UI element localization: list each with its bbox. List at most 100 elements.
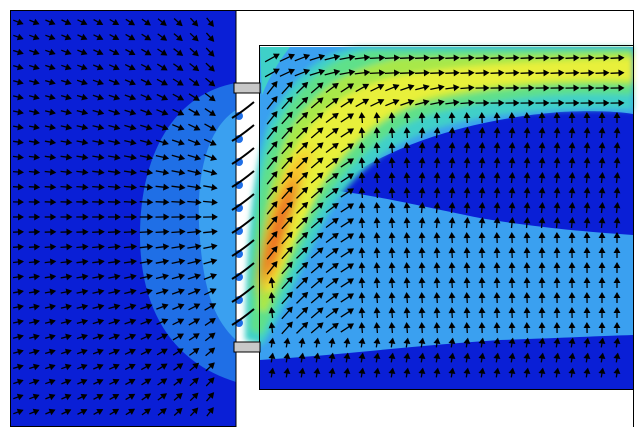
velocity-arrow [172, 333, 184, 341]
velocity-arrow [358, 246, 366, 259]
velocity-arrow [598, 307, 606, 318]
velocity-arrow [388, 157, 396, 169]
velocity-arrow [29, 33, 40, 41]
velocity-arrow [478, 216, 486, 229]
velocity-arrow [173, 18, 183, 27]
velocity-arrow [141, 378, 152, 386]
velocity-arrow [155, 243, 170, 251]
velocity-arrow [598, 352, 606, 363]
velocity-arrow [109, 34, 120, 41]
velocity-arrow [13, 63, 24, 71]
velocity-arrow [598, 277, 606, 288]
velocity-arrow [76, 183, 89, 191]
velocity-arrow [340, 128, 355, 138]
velocity-arrow [188, 333, 200, 341]
velocity-arrow [369, 54, 386, 62]
louvre-blades [231, 101, 255, 327]
velocity-arrow [281, 306, 293, 320]
velocity-arrow [523, 112, 531, 124]
velocity-arrow [613, 186, 621, 199]
velocity-arrow [598, 292, 606, 303]
velocity-arrow [264, 53, 280, 63]
velocity-arrow [553, 201, 561, 214]
velocity-arrow [44, 243, 57, 251]
velocity-arrow [340, 248, 355, 258]
velocity-arrow [325, 247, 339, 259]
velocity-arrow [268, 291, 276, 304]
velocity-arrow [123, 243, 138, 251]
velocity-arrow [92, 63, 104, 71]
velocity-arrow [523, 292, 531, 304]
velocity-arrow [325, 262, 339, 274]
velocity-arrow [172, 108, 185, 116]
velocity-arrow [463, 352, 471, 363]
velocity-arrow [568, 322, 576, 334]
velocity-arrow [520, 69, 535, 77]
velocity-arrow [523, 262, 531, 274]
velocity-arrow [324, 68, 341, 76]
velocity-arrow [281, 96, 293, 110]
velocity-arrow [44, 198, 57, 206]
velocity-arrow [141, 33, 152, 41]
velocity-arrow [76, 258, 89, 266]
velocity-arrow [538, 186, 546, 199]
velocity-arrow [140, 318, 153, 325]
velocity-arrow [520, 54, 535, 62]
velocity-arrow [538, 262, 546, 274]
velocity-arrow [296, 96, 309, 109]
velocity-arrow [595, 54, 610, 62]
velocity-arrow [266, 201, 278, 215]
velocity-arrow [92, 198, 105, 206]
velocity-arrow [155, 213, 170, 221]
velocity-arrow [373, 262, 381, 274]
velocity-arrow [29, 63, 40, 71]
velocity-arrow [358, 171, 366, 184]
velocity-arrow [613, 367, 621, 378]
velocity-arrow [108, 138, 121, 146]
velocity-arrow [107, 198, 121, 206]
velocity-arrow [373, 232, 381, 244]
velocity-arrow [60, 213, 73, 221]
velocity-arrow [157, 18, 167, 26]
velocity-arrow [187, 213, 202, 221]
velocity-arrow [583, 307, 591, 319]
velocity-arrow [478, 337, 486, 348]
velocity-arrow [92, 93, 105, 101]
velocity-arrow [203, 183, 218, 191]
velocity-arrow [538, 141, 546, 154]
velocity-arrow [266, 156, 278, 170]
velocity-arrow [448, 141, 456, 154]
velocity-arrow [156, 109, 169, 116]
velocity-arrow [613, 262, 621, 273]
velocity-arrow [279, 53, 295, 62]
velocity-arrow [92, 348, 104, 356]
velocity-arrow [283, 337, 291, 348]
velocity-arrow [463, 262, 471, 274]
velocity-arrow [339, 69, 356, 76]
velocity-arrow [156, 318, 169, 325]
velocity-arrow [266, 231, 278, 245]
velocity-arrow [28, 93, 40, 101]
velocity-arrow [109, 18, 120, 26]
velocity-arrow [13, 48, 24, 56]
velocity-arrow [508, 307, 516, 319]
velocity-arrow [45, 363, 56, 371]
velocity-arrow [60, 348, 72, 356]
velocity-arrow [296, 321, 309, 334]
velocity-arrow [583, 126, 591, 139]
velocity-arrow [45, 93, 56, 101]
velocity-arrow [125, 18, 136, 26]
velocity-arrow [60, 168, 73, 176]
velocity-arrow [568, 126, 576, 139]
velocity-arrow [523, 232, 531, 244]
velocity-arrow [60, 183, 73, 191]
velocity-arrow [76, 138, 89, 146]
velocity-arrow [61, 378, 72, 386]
velocity-arrow [550, 69, 565, 77]
velocity-arrow [538, 171, 546, 184]
velocity-arrow [45, 18, 56, 26]
velocity-arrow [508, 186, 516, 199]
velocity-arrow [418, 141, 426, 154]
velocity-arrow [415, 69, 430, 77]
velocity-arrow [430, 84, 445, 92]
